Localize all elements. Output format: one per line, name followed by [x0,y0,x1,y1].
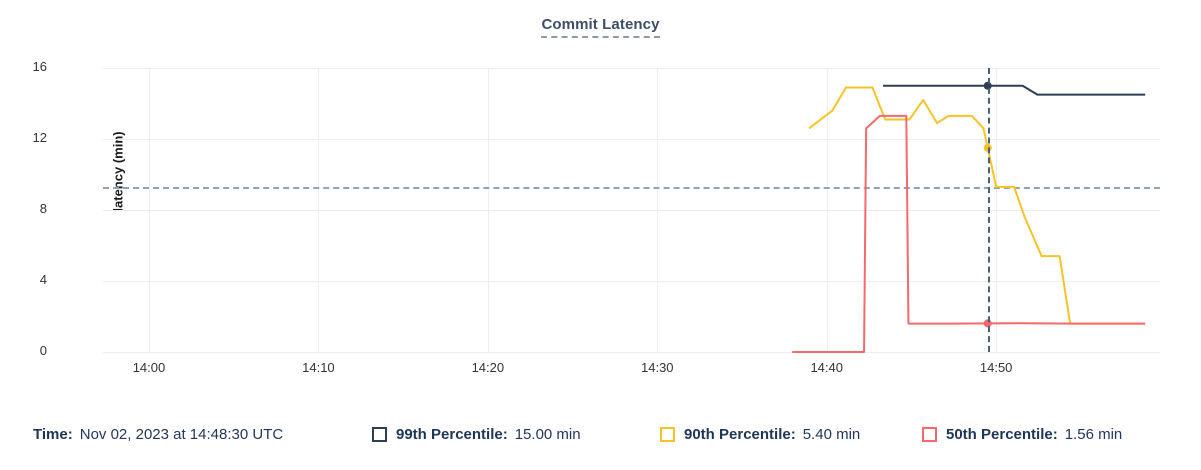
x-tick-label: 14:40 [810,360,843,375]
x-tick-mark [657,68,659,352]
x-tick-mark [318,68,320,352]
legend-entry-value: 1.56 min [1064,425,1123,443]
gridline [103,68,1160,69]
legend-entry-label: 90th Percentile: [684,425,796,443]
x-tick-mark [487,68,489,352]
x-tick-label: 14:50 [979,360,1013,375]
threshold-line [103,186,1160,189]
gridline [103,139,1160,140]
legend-swatch-icon [372,426,387,442]
chart-title: Commit Latency [0,16,1201,38]
chart-title-text: Commit Latency [541,16,660,38]
series-line [883,84,1146,96]
x-tick-label: 14:00 [132,360,166,375]
legend-entry-label: 99th Percentile: [396,425,508,443]
series-line [792,114,1146,353]
legend-entry-value: 5.40 min [802,425,861,443]
series-layer [792,81,1146,353]
y-tick-label: 12 [32,130,47,145]
series-line [808,86,1146,325]
legend-entry-label: 50th Percentile: [946,425,1058,443]
legend-entry[interactable]: 50th Percentile: 1.56 min [922,426,1122,443]
y-tick-label: 8 [39,201,47,216]
tooltip-time: Time: Nov 02, 2023 at 14:48:30 UTC [33,426,283,443]
tooltip-time-label: Time: [33,425,73,443]
x-tick-mark [996,68,998,352]
legend-entry-value: 15.00 min [514,425,581,443]
tooltip-time-value: Nov 02, 2023 at 14:48:30 UTC [79,425,284,443]
x-tick-mark [826,68,828,352]
plot-area: latency (min) 14:00 14:10 14:20 14:30 14:40 1… [33,59,1160,375]
x-tick-label: 14:20 [471,360,505,375]
gridline [103,281,1160,282]
x-tick-label: 14:10 [302,360,335,375]
legend-entry[interactable]: 99th Percentile: 15.00 min [372,426,581,443]
legend-entry[interactable]: 90th Percentile: 5.40 min [660,426,860,443]
y-tick-label: 4 [39,272,47,287]
x-tick-mark [148,68,150,352]
gridline [103,210,1160,211]
gridline [103,352,1160,353]
y-tick-label: 16 [32,59,47,74]
x-tick-label: 14:30 [641,360,674,375]
y-tick-label: 0 [39,343,47,358]
legend-swatch-icon [660,426,675,442]
crosshair-line[interactable] [987,68,990,352]
tooltip-legend-row: Time: Nov 02, 2023 at 14:48:30 UTC 99th Pe… [0,417,1201,451]
legend-swatch-icon [922,426,937,442]
